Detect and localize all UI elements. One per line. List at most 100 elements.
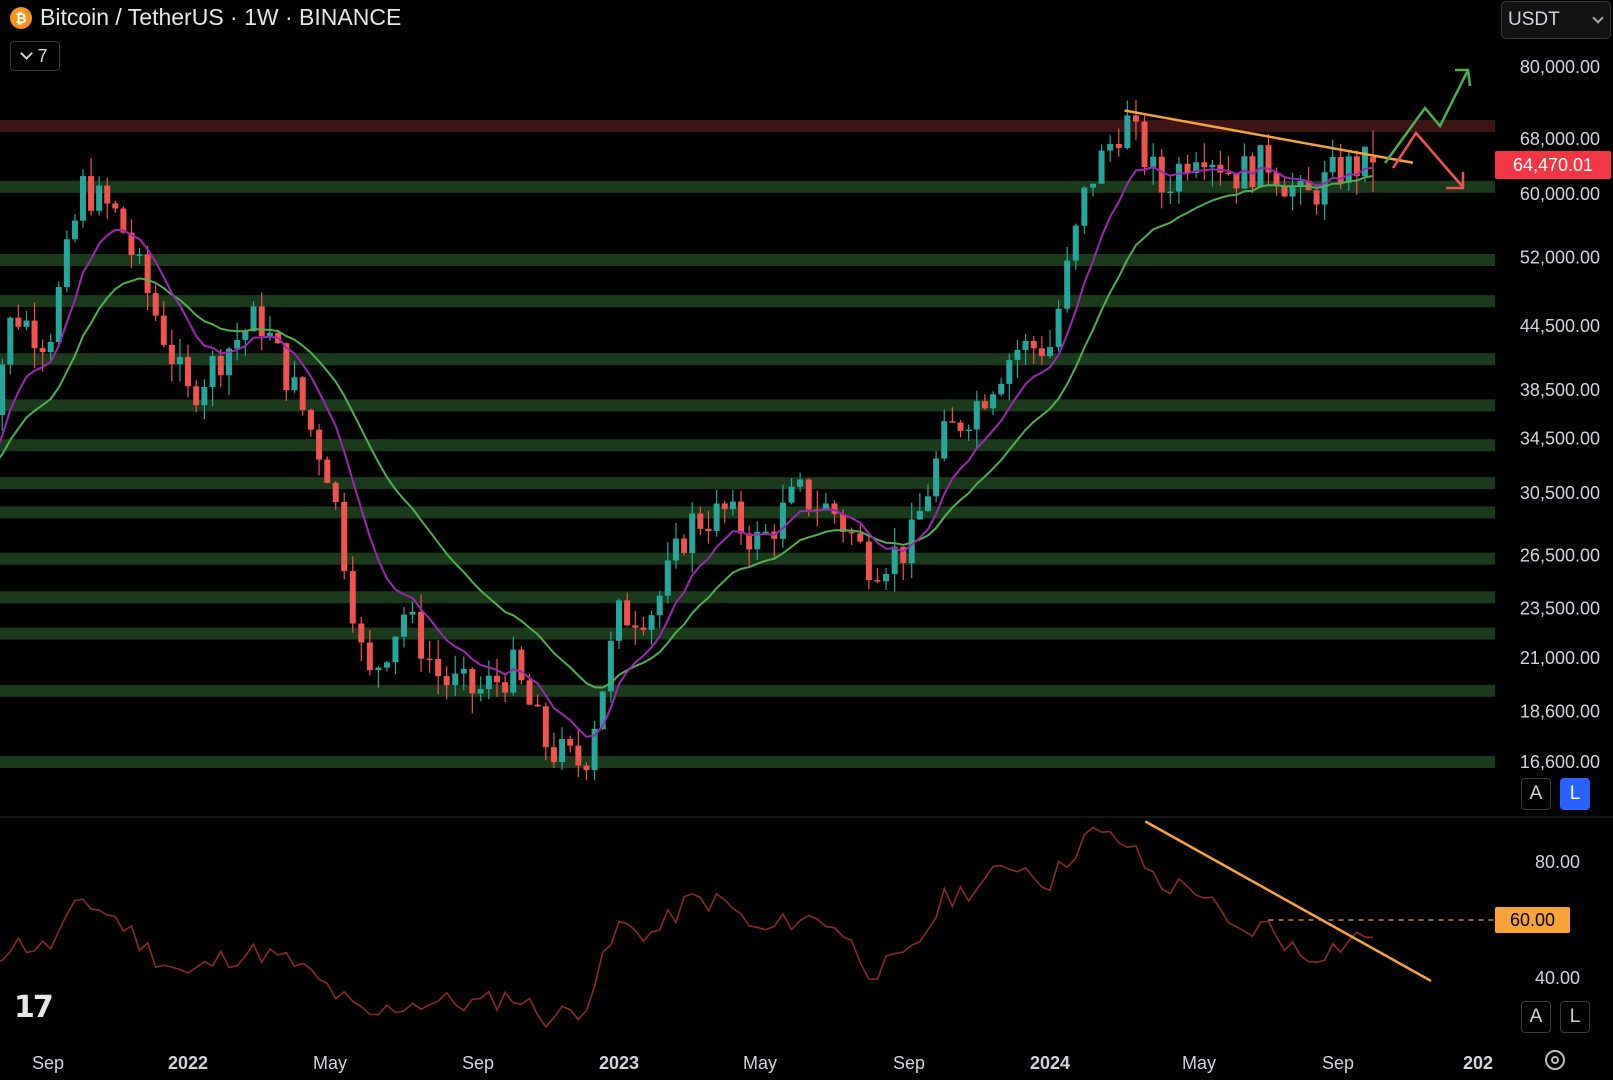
bullish-candle[interactable] xyxy=(409,611,416,615)
bearish-candle[interactable] xyxy=(1313,190,1320,205)
bearish-candle[interactable] xyxy=(316,429,323,460)
bullish-candle[interactable] xyxy=(998,383,1005,395)
bullish-candle[interactable] xyxy=(599,691,606,729)
bearish-candle[interactable] xyxy=(120,208,127,233)
bearish-candle[interactable] xyxy=(865,541,872,581)
bullish-candle[interactable] xyxy=(1022,340,1029,350)
bearish-candle[interactable] xyxy=(469,668,476,694)
bearish-candle[interactable] xyxy=(632,625,639,628)
bullish-candle[interactable] xyxy=(933,458,940,497)
bullish-candle[interactable] xyxy=(1089,183,1096,188)
bearish-candle[interactable] xyxy=(526,680,533,705)
bullish-candle[interactable] xyxy=(990,394,997,409)
bullish-candle[interactable] xyxy=(1167,191,1174,194)
bearish-candle[interactable] xyxy=(575,745,582,766)
bearish-candle[interactable] xyxy=(144,254,151,294)
bullish-candle[interactable] xyxy=(822,503,829,510)
bearish-candle[interactable] xyxy=(848,531,855,534)
bullish-candle[interactable] xyxy=(672,538,679,561)
bullish-candle[interactable] xyxy=(1006,359,1013,384)
bearish-candle[interactable] xyxy=(1132,115,1139,122)
bearish-candle[interactable] xyxy=(1265,145,1272,173)
bearish-candle[interactable] xyxy=(1281,186,1288,197)
bullish-candle[interactable] xyxy=(266,332,273,337)
bearish-candle[interactable] xyxy=(721,503,728,510)
bearish-candle[interactable] xyxy=(443,676,450,686)
bullish-candle[interactable] xyxy=(291,377,298,391)
bearish-candle[interactable] xyxy=(88,176,95,211)
bearish-candle[interactable] xyxy=(640,627,647,630)
bearish-candle[interactable] xyxy=(502,682,509,693)
currency-select[interactable]: USDT xyxy=(1501,1,1611,39)
bearish-candle[interactable] xyxy=(168,344,175,365)
bullish-candle[interactable] xyxy=(80,176,86,221)
bullish-candle[interactable] xyxy=(1297,180,1304,187)
bearish-candle[interactable] xyxy=(112,203,119,209)
bullish-candle[interactable] xyxy=(713,503,720,532)
bullish-candle[interactable] xyxy=(797,479,804,487)
bullish-candle[interactable] xyxy=(55,287,62,343)
bullish-candle[interactable] xyxy=(1064,260,1071,309)
bullish-candle[interactable] xyxy=(1329,157,1336,173)
bullish-candle[interactable] xyxy=(485,675,492,690)
bullish-candle[interactable] xyxy=(891,546,898,574)
bullish-candle[interactable] xyxy=(656,595,663,616)
bearish-candle[interactable] xyxy=(550,747,557,763)
bearish-candle[interactable] xyxy=(160,315,167,345)
bullish-candle[interactable] xyxy=(754,531,761,550)
bearish-candle[interactable] xyxy=(1201,162,1208,168)
bearish-candle[interactable] xyxy=(217,356,224,376)
bearish-candle[interactable] xyxy=(805,479,812,510)
bullish-candle[interactable] xyxy=(916,510,923,520)
bearish-candle[interactable] xyxy=(358,623,365,643)
bullish-candle[interactable] xyxy=(176,357,183,365)
bullish-candle[interactable] xyxy=(1209,164,1216,168)
rsi-log-scale-button[interactable]: L xyxy=(1560,1001,1590,1033)
bullish-candle[interactable] xyxy=(559,739,566,763)
bullish-candle[interactable] xyxy=(941,421,948,459)
bullish-candle[interactable] xyxy=(1124,115,1131,148)
bullish-candle[interactable] xyxy=(1345,156,1352,183)
auto-scale-button[interactable]: A xyxy=(1521,778,1551,810)
bearish-candle[interactable] xyxy=(104,185,111,204)
bearish-candle[interactable] xyxy=(31,320,38,349)
bearish-candle[interactable] xyxy=(39,348,46,353)
price-trendline[interactable] xyxy=(1124,109,1414,164)
rsi-trendline[interactable] xyxy=(1144,820,1432,982)
bearish-candle[interactable] xyxy=(366,642,373,671)
bullish-candle[interactable] xyxy=(375,667,382,671)
bullish-candle[interactable] xyxy=(201,387,208,406)
bearish-candle[interactable] xyxy=(981,401,988,409)
bearish-candle[interactable] xyxy=(349,571,356,624)
bullish-candle[interactable] xyxy=(136,254,143,256)
bearish-candle[interactable] xyxy=(1233,173,1240,189)
bullish-candle[interactable] xyxy=(1361,146,1368,177)
bearish-candle[interactable] xyxy=(283,343,290,391)
bullish-candle[interactable] xyxy=(452,673,459,686)
bullish-candle[interactable] xyxy=(392,636,399,663)
indicators-toggle-button[interactable]: 7 xyxy=(10,41,60,71)
bearish-candle[interactable] xyxy=(746,533,753,550)
log-scale-button[interactable]: L xyxy=(1560,778,1590,810)
bullish-candle[interactable] xyxy=(71,220,78,240)
bullish-candle[interactable] xyxy=(460,668,467,674)
bearish-candle[interactable] xyxy=(152,293,159,316)
tradingview-logo[interactable]: 17 xyxy=(14,990,54,1025)
bullish-candle[interactable] xyxy=(965,429,972,432)
bearish-candle[interactable] xyxy=(332,482,339,503)
bearish-candle[interactable] xyxy=(949,421,956,423)
bullish-candle[interactable] xyxy=(510,649,517,693)
bearish-candle[interactable] xyxy=(1115,143,1122,148)
bearish-candle[interactable] xyxy=(583,765,590,771)
bullish-candle[interactable] xyxy=(0,364,6,416)
bearish-candle[interactable] xyxy=(1353,156,1360,177)
bearish-candle[interactable] xyxy=(534,704,541,707)
bullish-candle[interactable] xyxy=(729,501,736,510)
bullish-candle[interactable] xyxy=(7,317,14,365)
bearish-candle[interactable] xyxy=(840,513,847,532)
bearish-candle[interactable] xyxy=(857,533,864,542)
bearish-candle[interactable] xyxy=(705,528,712,532)
bullish-candle[interactable] xyxy=(924,496,931,511)
bullish-candle[interactable] xyxy=(63,239,70,288)
